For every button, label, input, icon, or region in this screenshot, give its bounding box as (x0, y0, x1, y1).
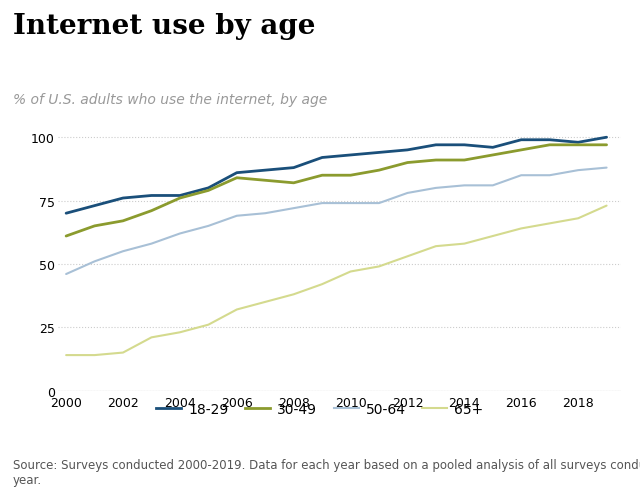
Text: Internet use by age: Internet use by age (13, 13, 316, 40)
18-29 (404, 148, 412, 154)
65+ (432, 243, 440, 249)
30-49 (290, 180, 298, 186)
65+ (347, 269, 355, 275)
65+ (574, 216, 582, 222)
50-64 (574, 168, 582, 174)
65+ (461, 241, 468, 247)
18-29 (62, 211, 70, 217)
30-49 (461, 158, 468, 164)
30-49 (489, 153, 497, 159)
18-29 (546, 137, 554, 143)
50-64 (603, 165, 611, 171)
30-49 (233, 175, 241, 181)
18-29 (205, 185, 212, 191)
50-64 (176, 231, 184, 237)
50-64 (375, 201, 383, 207)
Line: 65+: 65+ (66, 206, 607, 355)
50-64 (91, 259, 99, 265)
18-29 (233, 170, 241, 176)
65+ (205, 322, 212, 328)
30-49 (318, 173, 326, 179)
65+ (176, 330, 184, 336)
Line: 18-29: 18-29 (66, 138, 607, 214)
50-64 (205, 223, 212, 229)
65+ (261, 299, 269, 305)
30-49 (261, 178, 269, 184)
65+ (62, 352, 70, 358)
30-49 (517, 148, 525, 154)
50-64 (148, 241, 156, 247)
65+ (148, 335, 156, 341)
30-49 (91, 223, 99, 229)
50-64 (517, 173, 525, 179)
18-29 (91, 203, 99, 209)
65+ (318, 282, 326, 288)
Legend: 18-29, 30-49, 50-64, 65+: 18-29, 30-49, 50-64, 65+ (151, 396, 489, 421)
50-64 (347, 201, 355, 207)
50-64 (461, 183, 468, 189)
50-64 (233, 213, 241, 219)
18-29 (375, 150, 383, 156)
30-49 (62, 233, 70, 239)
30-49 (119, 218, 127, 224)
30-49 (574, 142, 582, 148)
18-29 (148, 193, 156, 199)
18-29 (347, 153, 355, 159)
18-29 (574, 140, 582, 146)
50-64 (432, 185, 440, 191)
18-29 (517, 137, 525, 143)
50-64 (261, 211, 269, 217)
18-29 (432, 142, 440, 148)
30-49 (347, 173, 355, 179)
65+ (290, 292, 298, 298)
Line: 50-64: 50-64 (66, 168, 607, 275)
50-64 (62, 272, 70, 278)
30-49 (603, 142, 611, 148)
18-29 (176, 193, 184, 199)
65+ (91, 352, 99, 358)
Line: 30-49: 30-49 (66, 145, 607, 236)
18-29 (119, 195, 127, 201)
65+ (603, 203, 611, 209)
30-49 (148, 208, 156, 214)
Text: Source: Surveys conducted 2000-2019. Data for each year based on a pooled analys: Source: Surveys conducted 2000-2019. Dat… (13, 458, 640, 486)
18-29 (290, 165, 298, 171)
18-29 (603, 135, 611, 141)
30-49 (205, 188, 212, 194)
18-29 (318, 155, 326, 161)
18-29 (261, 168, 269, 174)
Text: % of U.S. adults who use the internet, by age: % of U.S. adults who use the internet, b… (13, 93, 327, 107)
30-49 (375, 168, 383, 174)
65+ (546, 221, 554, 227)
30-49 (546, 142, 554, 148)
50-64 (290, 206, 298, 212)
65+ (375, 264, 383, 270)
30-49 (404, 160, 412, 166)
30-49 (432, 158, 440, 164)
65+ (233, 307, 241, 313)
18-29 (489, 145, 497, 151)
50-64 (318, 201, 326, 207)
65+ (517, 226, 525, 232)
50-64 (119, 248, 127, 255)
18-29 (461, 142, 468, 148)
65+ (489, 233, 497, 239)
65+ (404, 254, 412, 260)
50-64 (489, 183, 497, 189)
30-49 (176, 195, 184, 201)
65+ (119, 350, 127, 356)
50-64 (546, 173, 554, 179)
50-64 (404, 190, 412, 196)
